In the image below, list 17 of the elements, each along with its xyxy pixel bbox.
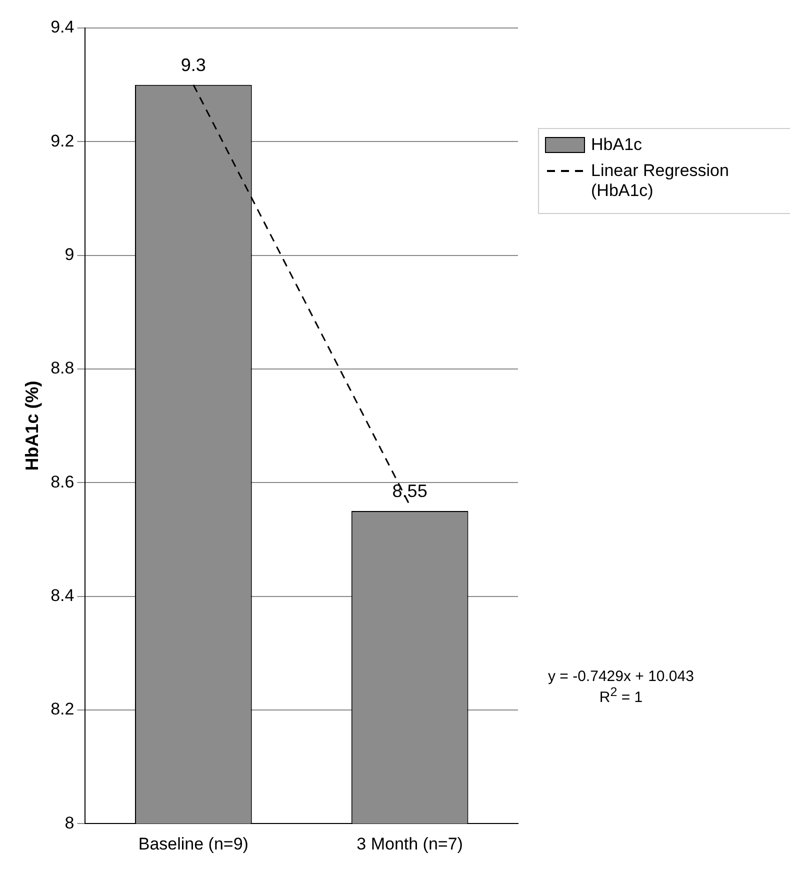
text: R$^{2}$ = 1 [598, 685, 644, 706]
data-label: 9.3 [180, 54, 206, 75]
y-tick-label: 9.2 [50, 131, 74, 150]
legend-label: Linear Regression (HbA1c) [591, 161, 730, 201]
y-axis-title: HbA1c (%) [22, 380, 42, 471]
y-tick-label: 8.6 [50, 472, 74, 492]
y-tick-label: 8.8 [50, 358, 74, 378]
data-label: 8.55 [392, 481, 428, 502]
legend-label: HbA1c [591, 135, 642, 155]
y-tick-label: 8 [64, 813, 74, 832]
y-tick-label: 9.4 [50, 18, 74, 37]
text: y = -0.7429x + 10.043 [548, 668, 694, 685]
y-tick-label: 8.2 [50, 700, 74, 719]
y-tick-label: 8.4 [50, 586, 74, 605]
x-tick-label: Baseline (n=9) [138, 834, 248, 854]
y-tick-label: 9 [64, 245, 74, 264]
x-tick-label: 3 Month (n=7) [356, 834, 463, 854]
